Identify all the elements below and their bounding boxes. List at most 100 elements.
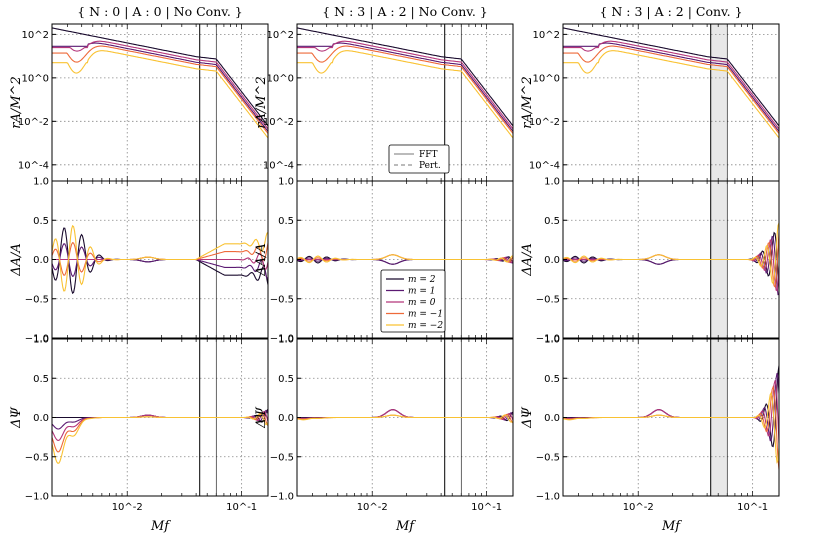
series-line-dpsi-2 — [563, 380, 779, 444]
y-tick-label: 1.0 — [544, 177, 560, 188]
y-tick-label: 10^0 — [22, 73, 49, 84]
y-tick-label: −1.0 — [270, 334, 294, 345]
series-line-amp-3 — [52, 45, 268, 134]
y-axis-label: rA/M^2 — [9, 76, 24, 128]
series-line-amp-4 — [297, 50, 513, 139]
y-tick-label: −1.0 — [25, 334, 49, 345]
shaded-region — [710, 24, 728, 181]
y-tick-label: 0.5 — [544, 374, 560, 385]
series-line-dA-2 — [563, 239, 779, 292]
series-line-dpsi-2 — [297, 409, 513, 421]
y-tick-label: −0.5 — [270, 294, 294, 305]
y-tick-label: 10^-4 — [263, 160, 294, 171]
axes-dpsi: 1.0 0.5 0.0 −0.5 −1.0 ΔΨ — [9, 335, 269, 503]
y-tick-label: 0.0 — [33, 413, 49, 424]
panel-title: { N : 3 | A : 2 | Conv. } — [599, 4, 742, 19]
series-line-amp-0 — [52, 27, 268, 127]
series-line-dA-4 — [563, 222, 779, 285]
x-axis-label: Mf — [395, 519, 416, 534]
y-tick-label: 10^2 — [267, 30, 294, 41]
series-line-dpsi-4 — [563, 391, 779, 464]
y-tick-label: 10^2 — [22, 30, 49, 41]
y-axis-label: ΔΨ — [9, 407, 24, 429]
y-axis-label: ΔΨ — [520, 407, 535, 429]
y-tick-label: 0.0 — [33, 255, 49, 266]
y-tick-label: −1.0 — [536, 334, 560, 345]
legend-label: m = 0 — [408, 298, 436, 308]
y-tick-label: 10^-4 — [18, 160, 49, 171]
y-axis-label: ΔA/A — [9, 243, 24, 277]
legend-modes: m = 2 m = 1m = 0 m = −1m = −2 — [380, 269, 446, 333]
legend-label: FFT — [419, 150, 438, 160]
axes-dA: 1.0 0.5 0.0 −0.5 −1.0 ΔA/A — [520, 177, 780, 345]
y-tick-label: 10^-2 — [529, 117, 560, 128]
y-tick-label: −1.0 — [25, 492, 49, 503]
y-tick-label: 0.5 — [544, 216, 560, 227]
series-line-amp-2 — [52, 40, 268, 130]
series-line-dpsi-3 — [563, 385, 779, 470]
series-line-dA-1 — [52, 243, 268, 279]
y-axis-label: ΔA/A — [520, 243, 535, 277]
y-axis-label: ΔΨ — [254, 407, 269, 429]
x-tick-label: 10^-1 — [226, 502, 257, 513]
panel-title: { N : 3 | A : 2 | No Conv. } — [322, 4, 488, 19]
axes-dpsi: 1.0 0.5 0.0 −0.5 −1.0 ΔΨ — [520, 335, 780, 503]
y-tick-label: −0.5 — [536, 452, 560, 463]
y-tick-label: −0.5 — [270, 452, 294, 463]
y-tick-label: 0.0 — [278, 255, 294, 266]
legend-label: Pert. — [419, 161, 441, 171]
legend-label: m = 1 — [408, 287, 436, 297]
series-line-amp-4 — [52, 50, 268, 139]
axes-amp: 10^2 10^0 10^-2 10^-4 rA/M^2 — [9, 23, 269, 182]
series-line-dpsi-1 — [563, 373, 779, 442]
legend-label: m = −2 — [408, 321, 443, 331]
series-line-dpsi-4 — [297, 414, 513, 423]
x-tick-label: 10^-1 — [471, 502, 502, 513]
legend-label: m = 2 — [408, 275, 436, 285]
x-tick-label: 10^-2 — [112, 502, 143, 513]
series-line-dA-1 — [563, 235, 779, 296]
y-axis-label: rA/M^2 — [254, 76, 269, 128]
axes-amp: 10^2 10^0 10^-2 10^-4 rA/M^2 — [254, 23, 514, 182]
axes-dA: 1.0 0.5 0.0 −0.5 −1.0 ΔA/A — [254, 177, 514, 345]
y-tick-label: 10^-4 — [529, 160, 560, 171]
series-line-amp-2 — [563, 40, 779, 130]
y-tick-label: 0.5 — [278, 374, 294, 385]
series-line-dA-0 — [52, 227, 268, 295]
y-tick-label: 10^0 — [533, 73, 560, 84]
series-line-amp-4 — [563, 50, 779, 139]
series-line-dA-4 — [297, 254, 513, 264]
y-tick-label: 10^0 — [267, 73, 294, 84]
y-tick-label: 0.5 — [278, 216, 294, 227]
y-tick-label: −1.0 — [536, 492, 560, 503]
axes-amp: 10^2 10^0 10^-2 10^-4 rA/M^2 — [520, 23, 780, 182]
y-tick-label: −0.5 — [25, 452, 49, 463]
series-line-amp-3 — [297, 45, 513, 134]
y-axis-label: ΔA/A — [254, 243, 269, 277]
y-tick-label: 10^-2 — [263, 117, 294, 128]
panel-title: { N : 0 | A : 0 | No Conv. } — [77, 4, 243, 19]
y-tick-label: 0.5 — [33, 374, 49, 385]
y-tick-label: −1.0 — [270, 492, 294, 503]
y-tick-label: 1.0 — [278, 335, 294, 346]
y-tick-label: 0.0 — [544, 255, 560, 266]
y-tick-label: 1.0 — [278, 177, 294, 188]
series-line-dpsi-2 — [52, 410, 268, 441]
y-tick-label: 1.0 — [544, 335, 560, 346]
panel-2: { N : 3 | A : 2 | No Conv. } 10^2 10^0 10^-… — [254, 4, 514, 534]
x-tick-label: 10^-2 — [623, 502, 654, 513]
series-line-dA-4 — [52, 224, 268, 292]
axes-dA: 1.0 0.5 0.0 −0.5 −1.0 ΔA/A — [9, 177, 269, 345]
legend-label: m = −1 — [408, 310, 443, 320]
x-axis-label: Mf — [150, 519, 171, 534]
series-line-amp-0 — [563, 27, 779, 127]
y-tick-label: −0.5 — [536, 294, 560, 305]
series-line-amp-3 — [563, 45, 779, 134]
axes-dpsi: 1.0 0.5 0.0 −0.5 −1.0 ΔΨ — [254, 335, 514, 503]
series-line-dpsi-1 — [297, 409, 513, 421]
y-tick-label: 1.0 — [33, 335, 49, 346]
series-line-amp-2 — [297, 40, 513, 130]
x-axis-label: Mf — [661, 519, 682, 534]
